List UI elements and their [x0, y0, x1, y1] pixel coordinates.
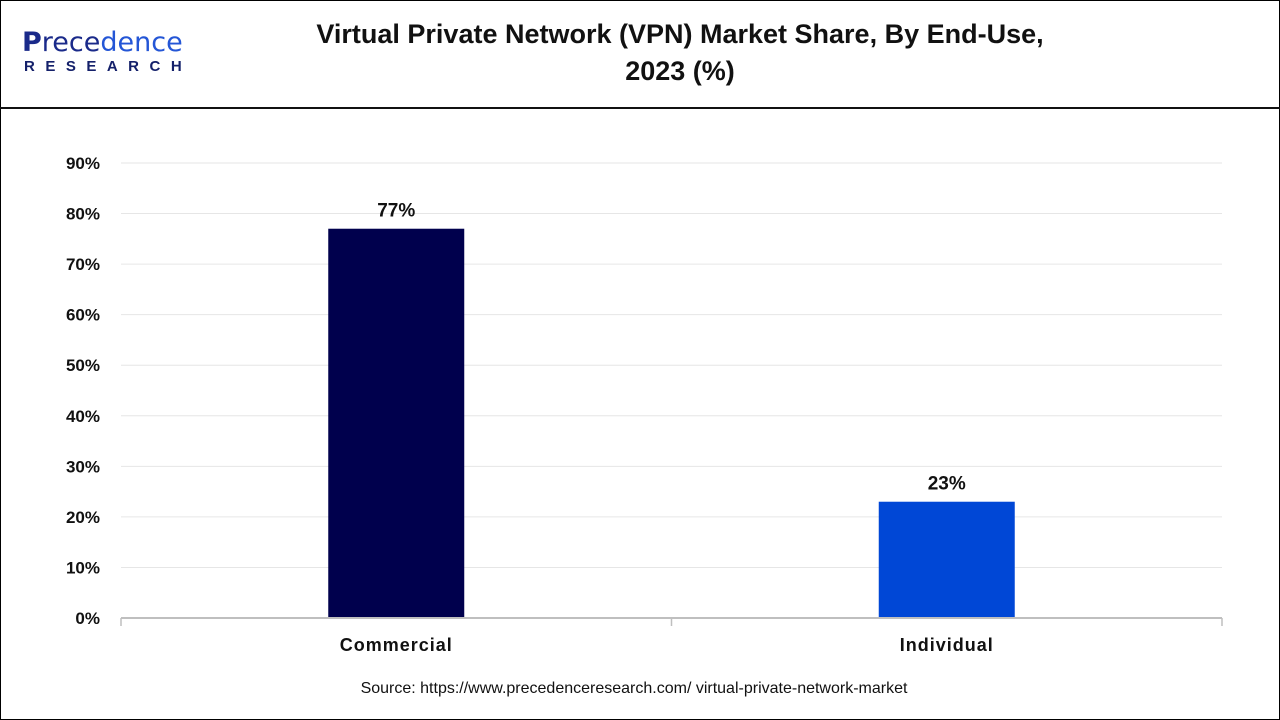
- x-tick-label: Individual: [900, 635, 994, 655]
- y-tick-label: 10%: [66, 558, 100, 577]
- y-tick-label: 60%: [66, 306, 100, 325]
- bar-commercial: [328, 228, 465, 618]
- y-tick-label: 50%: [66, 356, 100, 375]
- chart-title: Virtual Private Network (VPN) Market Sha…: [316, 19, 1044, 86]
- y-tick-label: 30%: [66, 457, 100, 476]
- y-tick-label: 40%: [66, 407, 100, 426]
- y-tick-label: 90%: [66, 154, 100, 173]
- data-label: 23%: [928, 474, 966, 495]
- source-note: Source: https://www.precedenceresearch.c…: [360, 680, 908, 697]
- x-tick-label: Commercial: [340, 635, 453, 655]
- y-tick-label: 20%: [66, 508, 100, 527]
- precedence-research-logo: Precedence RESEARCH: [22, 28, 192, 76]
- header: Precedence RESEARCH Virtual Private Netw…: [0, 0, 1280, 109]
- y-tick-label: 80%: [66, 205, 100, 224]
- logo-wordmark: Precedence: [22, 27, 183, 58]
- bar-individual: [878, 501, 1015, 618]
- data-label: 77%: [377, 201, 415, 222]
- y-tick-label: 0%: [75, 609, 100, 628]
- y-tick-label: 70%: [66, 255, 100, 274]
- logo-subtext: RESEARCH: [24, 58, 193, 75]
